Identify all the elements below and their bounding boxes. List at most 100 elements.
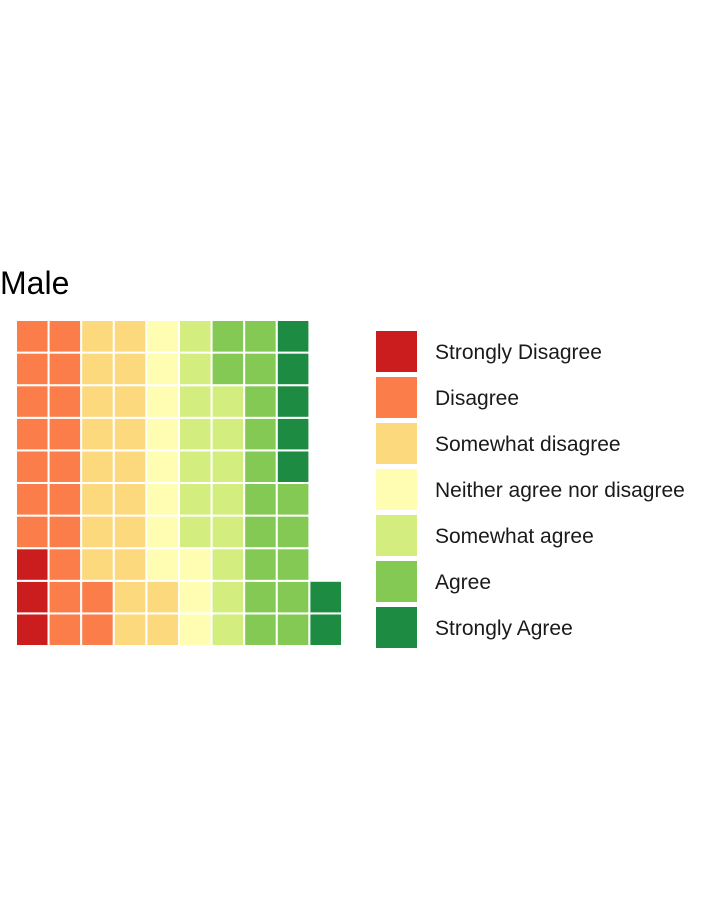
waffle-cell	[80, 319, 115, 354]
waffle-cell	[275, 547, 311, 582]
waffle-cell	[210, 579, 246, 615]
waffle-cell	[243, 514, 278, 550]
waffle-cell	[308, 579, 343, 615]
waffle-cell	[15, 482, 50, 517]
waffle-cell	[47, 579, 83, 615]
waffle-cell	[80, 351, 115, 387]
legend-label: Somewhat disagree	[435, 433, 621, 456]
waffle-cell	[112, 612, 148, 648]
legend-label: Strongly Disagree	[435, 341, 602, 364]
waffle-cell	[178, 416, 213, 452]
waffle-cell	[275, 351, 311, 387]
waffle-cell	[275, 579, 311, 615]
waffle-cell	[112, 449, 148, 484]
waffle-cell	[243, 416, 278, 452]
waffle-cell	[243, 547, 278, 582]
waffle-cell	[243, 449, 278, 484]
waffle-cell	[178, 319, 213, 354]
waffle-cell	[145, 351, 180, 387]
waffle-cell	[112, 384, 148, 419]
waffle-cell	[112, 319, 148, 354]
legend-swatch	[376, 377, 417, 418]
waffle-cell	[210, 449, 246, 484]
waffle-cell	[275, 416, 311, 452]
waffle-cell	[243, 482, 278, 517]
waffle-cell	[210, 547, 246, 582]
waffle-cell	[275, 612, 311, 648]
legend-label: Somewhat agree	[435, 525, 594, 548]
waffle-cell	[275, 514, 311, 550]
waffle-cell	[210, 384, 246, 419]
legend-swatch	[376, 515, 417, 556]
chart-title: Male	[0, 265, 70, 301]
waffle-cell	[15, 547, 50, 582]
waffle-cell	[275, 449, 311, 484]
waffle-cell	[210, 482, 246, 517]
waffle-cell	[145, 384, 180, 419]
waffle-cell	[145, 416, 180, 452]
waffle-cell	[112, 351, 148, 387]
legend-swatch	[376, 607, 417, 648]
waffle-cell	[243, 319, 278, 354]
waffle-cell	[112, 547, 148, 582]
waffle-cell	[47, 612, 83, 648]
legend-swatch	[376, 331, 417, 372]
waffle-cell	[210, 612, 246, 648]
legend-label: Neither agree nor disagree	[435, 479, 685, 502]
waffle-cell	[178, 612, 213, 648]
waffle-cell	[178, 514, 213, 550]
waffle-cell	[112, 416, 148, 452]
waffle-cell	[15, 612, 50, 648]
waffle-cell	[15, 384, 50, 419]
waffle-cell	[80, 612, 115, 648]
waffle-cell	[178, 547, 213, 582]
legend-label: Disagree	[435, 387, 520, 410]
waffle-cell	[80, 482, 115, 517]
waffle-cell	[112, 482, 148, 517]
waffle-cell	[112, 579, 148, 615]
waffle-cell	[15, 351, 50, 387]
waffle-cell	[145, 482, 180, 517]
waffle-cell	[275, 319, 311, 354]
waffle-cell	[243, 384, 278, 419]
waffle-cell	[178, 384, 213, 419]
waffle-cell	[275, 482, 311, 517]
waffle-cell	[47, 449, 83, 484]
waffle-cell	[112, 514, 148, 550]
waffle-cell	[145, 612, 180, 648]
waffle-cell	[210, 514, 246, 550]
waffle-cell	[80, 384, 115, 419]
waffle-cell	[178, 449, 213, 484]
waffle-cell	[308, 612, 343, 648]
waffle-cell	[47, 351, 83, 387]
waffle-cell	[47, 416, 83, 452]
waffle-cell	[47, 514, 83, 550]
waffle-cell	[145, 547, 180, 582]
waffle-cell	[145, 514, 180, 550]
legend-label: Agree	[435, 571, 492, 594]
legend-swatch	[376, 469, 417, 510]
waffle-cell	[178, 579, 213, 615]
waffle-cell	[145, 579, 180, 615]
waffle-cell	[80, 579, 115, 615]
waffle-cell	[15, 319, 50, 354]
waffle-cell	[80, 449, 115, 484]
waffle-cell	[80, 416, 115, 452]
legend-swatch	[376, 561, 417, 602]
waffle-cell	[243, 612, 278, 648]
waffle-cell	[210, 416, 246, 452]
waffle-cell	[243, 351, 278, 387]
legend-label: Strongly Agree	[435, 617, 573, 640]
waffle-cell	[15, 416, 50, 452]
waffle-cell	[178, 351, 213, 387]
waffle-cell	[80, 514, 115, 550]
legend-swatch	[376, 423, 417, 464]
waffle-cell	[178, 482, 213, 517]
waffle-cell	[47, 384, 83, 419]
waffle-cell	[15, 449, 50, 484]
waffle-cell	[47, 319, 83, 354]
waffle-cell	[80, 547, 115, 582]
waffle-cell	[243, 579, 278, 615]
waffle-cell	[15, 579, 50, 615]
